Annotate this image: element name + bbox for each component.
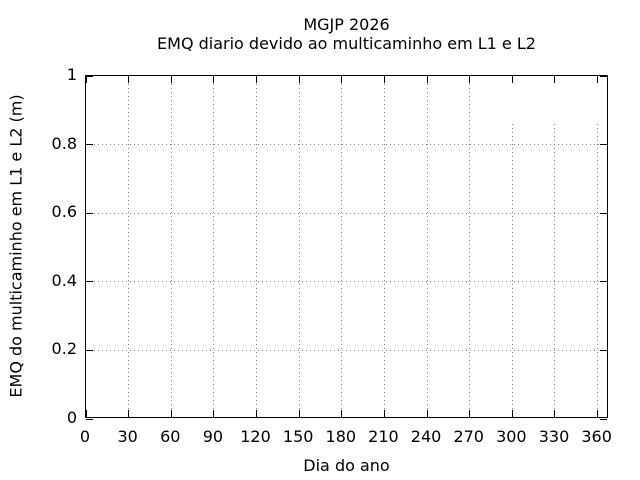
x-tick-mark-top	[383, 76, 385, 83]
chart-title: MGJP 2026	[303, 15, 390, 34]
x-tick-label: 150	[282, 427, 314, 446]
x-tick-label: 210	[368, 427, 399, 446]
x-tick-label: 90	[202, 427, 224, 446]
x-tick-mark-top	[511, 76, 513, 83]
y-tick-mark-left	[86, 281, 93, 283]
x-tick-label: 120	[240, 427, 271, 446]
x-tick-mark-bottom	[426, 410, 428, 417]
y-gridline	[86, 212, 607, 214]
y-tick-mark-right	[600, 75, 607, 77]
x-tick-mark-bottom	[256, 410, 258, 417]
x-tick-mark-bottom	[298, 410, 300, 417]
x-tick-mark-bottom	[341, 410, 343, 417]
x-tick-mark-bottom	[554, 410, 556, 417]
x-gridline	[256, 76, 258, 417]
x-tick-mark-bottom	[170, 410, 172, 417]
y-tick-mark-left	[86, 418, 93, 420]
y-tick-mark-right	[600, 418, 607, 420]
y-gridline	[86, 281, 607, 283]
y-tick-mark-left	[86, 75, 93, 77]
x-gridline	[511, 124, 513, 417]
chart-subtitle: EMQ diario devido ao multicaminho em L1 …	[157, 34, 536, 53]
x-tick-label: 60	[160, 427, 181, 446]
y-tick-mark-right	[600, 144, 607, 146]
x-tick-mark-top	[298, 76, 300, 83]
y-tick-mark-left	[86, 212, 93, 214]
x-tick-label: 330	[538, 427, 570, 446]
x-tick-label: 300	[496, 427, 527, 446]
x-tick-label: 180	[325, 427, 357, 446]
x-gridline	[383, 76, 385, 417]
x-tick-mark-top	[554, 76, 556, 83]
x-gridline	[298, 76, 300, 417]
y-tick-label: 0	[66, 408, 77, 427]
x-tick-mark-top	[128, 76, 130, 83]
x-tick-mark-bottom	[85, 410, 87, 417]
x-tick-mark-top	[341, 76, 343, 83]
x-tick-label: 360	[581, 427, 612, 446]
x-tick-label: 270	[453, 427, 484, 446]
y-tick-label: 1	[66, 65, 77, 84]
x-gridline	[341, 76, 343, 417]
y-tick-mark-right	[600, 281, 607, 283]
y-gridline	[86, 144, 607, 146]
x-tick-mark-bottom	[383, 410, 385, 417]
y-tick-label: 0.2	[51, 339, 77, 359]
x-tick-mark-top	[170, 76, 172, 83]
x-gridline	[597, 124, 599, 417]
x-axis-label: Dia do ano	[303, 456, 390, 475]
x-tick-mark-top	[597, 76, 599, 83]
x-tick-label: 240	[410, 427, 442, 446]
x-tick-mark-bottom	[128, 410, 130, 417]
y-tick-mark-right	[600, 212, 607, 214]
y-tick-label: 0.4	[51, 270, 77, 290]
x-tick-mark-bottom	[597, 410, 599, 417]
x-gridline	[128, 76, 130, 417]
y-tick-mark-left	[86, 144, 93, 146]
x-tick-mark-top	[426, 76, 428, 83]
x-tick-mark-bottom	[511, 410, 513, 417]
y-tick-mark-left	[86, 349, 93, 351]
x-gridline	[426, 76, 428, 417]
y-tick-mark-right	[600, 349, 607, 351]
x-tick-mark-top	[85, 76, 87, 83]
x-tick-mark-bottom	[213, 410, 215, 417]
x-tick-mark-top	[256, 76, 258, 83]
plot-area	[85, 75, 608, 420]
x-tick-mark-top	[469, 76, 471, 83]
x-tick-mark-bottom	[469, 410, 471, 417]
x-tick-label: 30	[117, 427, 138, 446]
x-gridline	[213, 76, 215, 417]
x-tick-label: 0	[79, 427, 91, 446]
y-tick-label: 0.6	[51, 202, 77, 222]
y-tick-label: 0.8	[51, 133, 77, 153]
x-gridline	[469, 76, 471, 417]
x-gridline	[170, 76, 172, 417]
x-gridline	[554, 124, 556, 417]
x-tick-mark-top	[213, 76, 215, 83]
y-gridline	[86, 349, 607, 351]
